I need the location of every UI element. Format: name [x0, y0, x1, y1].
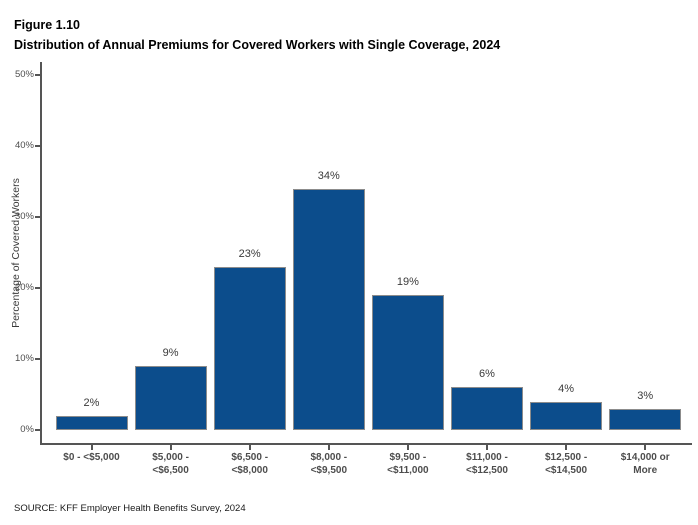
- y-axis-line: [40, 62, 42, 445]
- y-tick-mark: [35, 216, 40, 218]
- source-note: SOURCE: KFF Employer Health Benefits Sur…: [14, 503, 246, 514]
- x-tick-mark: [565, 445, 568, 450]
- bar-value-label: 4%: [558, 382, 575, 395]
- x-category-label: $14,000 or More: [620, 452, 670, 476]
- bar-value-label: 2%: [83, 396, 100, 409]
- y-tick-label: 0%: [20, 424, 34, 435]
- x-tick-mark: [644, 445, 647, 450]
- y-tick-label: 50%: [14, 69, 34, 80]
- y-tick-mark: [35, 429, 40, 431]
- y-tick-label: 40%: [14, 140, 34, 151]
- y-tick-label: 10%: [14, 353, 34, 364]
- bar-value-label: 3%: [637, 389, 654, 402]
- figure-title: Distribution of Annual Premiums for Cove…: [14, 38, 501, 52]
- bar: [530, 401, 603, 430]
- y-tick-mark: [35, 287, 40, 289]
- x-category-label: $6,500 - <$8,000: [231, 452, 269, 476]
- y-tick-mark: [35, 358, 40, 360]
- y-axis-title: Percentage of Covered Workers: [10, 178, 22, 328]
- x-tick-mark: [486, 445, 488, 450]
- x-tick-mark: [248, 445, 251, 450]
- y-tick-label: 20%: [14, 282, 34, 293]
- bar: [609, 408, 682, 430]
- x-category-label: $11,000 - <$12,500: [466, 452, 508, 476]
- bar: [292, 188, 365, 430]
- x-tick-mark: [90, 445, 93, 450]
- x-category-label: $5,000 - <$6,500: [152, 452, 189, 476]
- bar-value-label: 9%: [162, 347, 179, 360]
- bar-chart: Percentage of Covered Workers 0% 10% 20% 30…: [10, 62, 692, 476]
- bar-value-label: 19%: [396, 276, 419, 289]
- x-tick-mark: [327, 445, 330, 450]
- x-category-label: $8,000 - <$9,500: [310, 452, 348, 476]
- figure-number: Figure 1.10: [14, 18, 80, 32]
- x-tick-mark: [169, 445, 172, 450]
- x-category-label: $9,500 - <$11,000: [387, 452, 429, 476]
- bar: [451, 387, 523, 430]
- bar: [134, 366, 207, 430]
- bar-value-label: 6%: [479, 368, 495, 381]
- y-tick-mark: [35, 145, 40, 147]
- bar: [55, 415, 128, 430]
- bar: [213, 266, 286, 430]
- bar-value-label: 23%: [238, 247, 261, 260]
- y-tick-label: 30%: [14, 211, 34, 222]
- x-axis-line: [40, 443, 692, 445]
- x-category-label: $12,500 - <$14,500: [544, 452, 588, 476]
- bar: [371, 295, 444, 430]
- y-tick-mark: [35, 74, 40, 76]
- x-category-label: $0 - <$5,000: [63, 452, 120, 463]
- x-tick-mark: [406, 445, 409, 450]
- bar-value-label: 34%: [317, 169, 340, 182]
